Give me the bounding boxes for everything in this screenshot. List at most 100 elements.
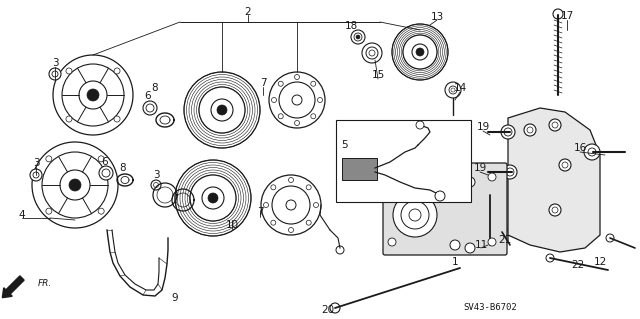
Text: 19: 19 xyxy=(474,163,486,173)
Text: 18: 18 xyxy=(344,21,358,31)
Circle shape xyxy=(271,185,276,190)
Circle shape xyxy=(278,81,284,86)
Text: 12: 12 xyxy=(593,257,607,267)
Text: 7: 7 xyxy=(260,78,266,88)
Circle shape xyxy=(503,165,517,179)
Circle shape xyxy=(306,220,311,225)
Circle shape xyxy=(66,116,72,122)
Circle shape xyxy=(52,71,58,77)
Circle shape xyxy=(311,114,316,119)
Circle shape xyxy=(369,50,375,56)
Text: 20: 20 xyxy=(321,305,335,315)
Circle shape xyxy=(552,207,558,213)
Circle shape xyxy=(33,172,39,178)
Circle shape xyxy=(146,104,154,112)
Circle shape xyxy=(279,82,315,118)
Circle shape xyxy=(60,170,90,200)
Circle shape xyxy=(497,225,507,235)
Text: 3: 3 xyxy=(33,158,39,168)
Circle shape xyxy=(154,182,159,188)
Circle shape xyxy=(264,203,269,207)
Circle shape xyxy=(99,166,113,180)
Text: 8: 8 xyxy=(120,163,126,173)
Circle shape xyxy=(294,121,300,125)
Circle shape xyxy=(306,185,311,190)
Circle shape xyxy=(409,209,421,221)
Bar xyxy=(342,158,377,180)
Text: 15: 15 xyxy=(371,70,385,80)
Circle shape xyxy=(272,186,310,224)
Circle shape xyxy=(392,24,448,80)
Circle shape xyxy=(366,47,378,59)
Circle shape xyxy=(42,152,108,218)
Circle shape xyxy=(354,33,362,41)
Text: 5: 5 xyxy=(340,140,348,150)
Circle shape xyxy=(330,303,340,313)
Text: 6: 6 xyxy=(145,91,151,101)
Circle shape xyxy=(450,173,460,183)
Circle shape xyxy=(351,30,365,44)
Circle shape xyxy=(435,191,445,201)
Text: 14: 14 xyxy=(453,83,467,93)
Circle shape xyxy=(271,98,276,102)
Circle shape xyxy=(559,159,571,171)
Circle shape xyxy=(317,98,323,102)
Circle shape xyxy=(217,105,227,115)
Circle shape xyxy=(102,169,110,177)
Circle shape xyxy=(549,119,561,131)
Polygon shape xyxy=(508,108,600,252)
Text: SV43-B6702: SV43-B6702 xyxy=(463,303,517,313)
Circle shape xyxy=(53,55,133,135)
Circle shape xyxy=(506,168,514,176)
Circle shape xyxy=(66,68,72,74)
Circle shape xyxy=(488,238,496,246)
Text: 9: 9 xyxy=(172,293,179,303)
Text: 4: 4 xyxy=(19,210,26,220)
Circle shape xyxy=(393,193,437,237)
Circle shape xyxy=(362,43,382,63)
Circle shape xyxy=(588,148,596,156)
Circle shape xyxy=(488,173,496,181)
Text: 1: 1 xyxy=(452,257,458,267)
Circle shape xyxy=(501,125,515,139)
Text: 8: 8 xyxy=(152,83,158,93)
Circle shape xyxy=(449,86,457,94)
Circle shape xyxy=(416,48,424,56)
Text: 2: 2 xyxy=(244,7,252,17)
Circle shape xyxy=(314,203,319,207)
Circle shape xyxy=(401,201,429,229)
Circle shape xyxy=(190,175,236,221)
Text: 10: 10 xyxy=(225,220,239,230)
Circle shape xyxy=(294,75,300,79)
Circle shape xyxy=(286,200,296,210)
Circle shape xyxy=(62,64,124,126)
Circle shape xyxy=(553,9,563,19)
Circle shape xyxy=(336,246,344,254)
Circle shape xyxy=(46,208,52,214)
Circle shape xyxy=(289,177,294,182)
Circle shape xyxy=(278,114,284,119)
Circle shape xyxy=(524,124,536,136)
Text: 13: 13 xyxy=(430,12,444,22)
Text: 17: 17 xyxy=(561,11,573,21)
Circle shape xyxy=(98,208,104,214)
Text: FR.: FR. xyxy=(38,278,52,287)
Circle shape xyxy=(261,175,321,235)
Circle shape xyxy=(87,89,99,101)
Circle shape xyxy=(69,179,81,191)
Circle shape xyxy=(292,95,302,105)
Circle shape xyxy=(356,35,360,39)
Circle shape xyxy=(311,81,316,86)
Circle shape xyxy=(151,180,161,190)
Circle shape xyxy=(504,128,512,136)
Circle shape xyxy=(412,44,428,60)
Circle shape xyxy=(450,240,460,250)
Text: 6: 6 xyxy=(102,157,108,167)
Circle shape xyxy=(49,68,61,80)
Circle shape xyxy=(289,227,294,233)
Circle shape xyxy=(562,162,568,168)
Text: 3: 3 xyxy=(153,170,159,180)
Circle shape xyxy=(388,238,396,246)
Circle shape xyxy=(465,177,475,187)
Text: 19: 19 xyxy=(476,122,490,132)
